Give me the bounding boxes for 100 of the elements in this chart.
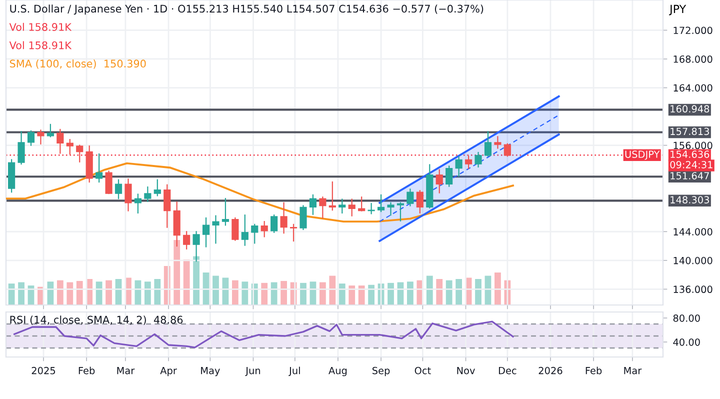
- bar: [56, 280, 64, 305]
- y-axis-title: JPY: [668, 4, 686, 16]
- x-tick-label: 2026: [538, 366, 562, 374]
- candlestick: [494, 136, 502, 149]
- candlestick: [124, 178, 132, 212]
- candlestick: [348, 198, 356, 216]
- candlestick: [37, 130, 44, 144]
- candlestick: [368, 203, 375, 214]
- bar: [106, 280, 112, 305]
- candlestick: [202, 217, 210, 248]
- bar: [242, 282, 248, 305]
- bar: [446, 280, 452, 305]
- candlestick: [76, 144, 84, 162]
- candlestick: [260, 221, 268, 238]
- x-tick-label: Aug: [328, 367, 347, 376]
- candlestick: [164, 184, 171, 228]
- bar: [338, 284, 346, 305]
- y-tick-label: 168.000: [674, 55, 712, 63]
- candlestick: [416, 190, 424, 214]
- annotation: Vol 158.91K: [9, 22, 72, 31]
- candlestick: [241, 214, 248, 246]
- bar: [232, 280, 238, 305]
- candlestick: [300, 205, 307, 230]
- candlestick: [484, 131, 492, 157]
- y-tick-label: 136.000: [674, 286, 712, 294]
- bar: [212, 276, 219, 305]
- bar: [76, 280, 83, 305]
- bar: [407, 282, 414, 305]
- bar: [270, 282, 278, 305]
- ref-line-label: 151.647: [670, 172, 709, 180]
- candlestick: [377, 194, 385, 212]
- bar: [329, 276, 336, 305]
- bar: [66, 282, 74, 305]
- candlestick: [290, 224, 298, 242]
- y-tick-label: 80.00: [673, 314, 700, 322]
- candlestick: [222, 198, 230, 226]
- candlestick: [436, 169, 443, 194]
- candlestick: [56, 128, 64, 154]
- y-tick-label: 40.00: [673, 338, 700, 346]
- candlestick: [251, 224, 258, 244]
- y-tick-label: 156.000: [674, 142, 712, 150]
- x-tick-label: Mar: [624, 367, 642, 374]
- bar: [174, 240, 180, 305]
- x-tick-label: Feb: [586, 366, 602, 374]
- bar: [193, 256, 200, 305]
- x-tick-label: Jun: [245, 367, 260, 376]
- x-tick-label: Dec: [498, 367, 516, 374]
- x-tick-label: Jul: [288, 366, 300, 376]
- annotation: USDJPY: [625, 150, 660, 160]
- bar: [494, 272, 501, 305]
- y-tick-label: 140.000: [674, 256, 712, 264]
- candlestick: [455, 156, 462, 177]
- candlestick: [446, 166, 453, 187]
- candlestick: [387, 202, 394, 216]
- candlestick: [504, 143, 511, 157]
- bar: [426, 276, 433, 305]
- line-series: [6, 162, 514, 223]
- candlestick: [474, 152, 482, 168]
- bar: [348, 286, 356, 305]
- candlestick: [280, 202, 288, 234]
- bar: [358, 286, 365, 305]
- x-tick-label: Apr: [160, 367, 177, 376]
- bar: [388, 282, 394, 305]
- candlestick: [328, 181, 336, 211]
- candlestick: [46, 124, 54, 138]
- candlestick: [105, 170, 112, 194]
- candlestick: [396, 202, 404, 222]
- candlestick: [27, 130, 35, 146]
- candlestick: [96, 153, 103, 183]
- ref-line-label: 154.636: [670, 150, 710, 158]
- bar: [18, 282, 24, 305]
- y-tick-label: 144.000: [674, 228, 712, 236]
- bar: [456, 279, 462, 305]
- bar: [436, 279, 443, 305]
- bar: [320, 282, 326, 305]
- x-tick-label: 2025: [32, 366, 56, 374]
- x-tick-label: Mar: [117, 367, 135, 374]
- annotation: Vol 158.91K: [9, 41, 72, 50]
- bar: [300, 282, 306, 305]
- text: SMA (100, close) 150.390: [10, 59, 146, 69]
- x-tick-label: Feb: [78, 366, 95, 374]
- candlestick: [154, 179, 161, 196]
- x-tick-label: Nov: [457, 367, 475, 374]
- candlestick: [183, 231, 190, 250]
- bar: [475, 279, 482, 305]
- candlestick: [212, 215, 220, 244]
- candlestick: [144, 186, 152, 202]
- candlestick: [270, 214, 278, 233]
- chart-title: RSI (14, close, SMA, 14, 2) 48.86: [10, 316, 183, 325]
- candlestick: [338, 198, 346, 214]
- bar: [280, 280, 287, 305]
- candlestick: [66, 138, 74, 154]
- ref-line-label: 157.813: [670, 128, 709, 136]
- text: 09:24:31: [670, 161, 712, 168]
- candlestick: [18, 131, 25, 165]
- ref-line-label: 160.948: [670, 105, 710, 113]
- candlestick: [309, 194, 317, 215]
- bar: [8, 284, 15, 305]
- candlestick: [232, 217, 239, 241]
- candlestick: [319, 196, 326, 219]
